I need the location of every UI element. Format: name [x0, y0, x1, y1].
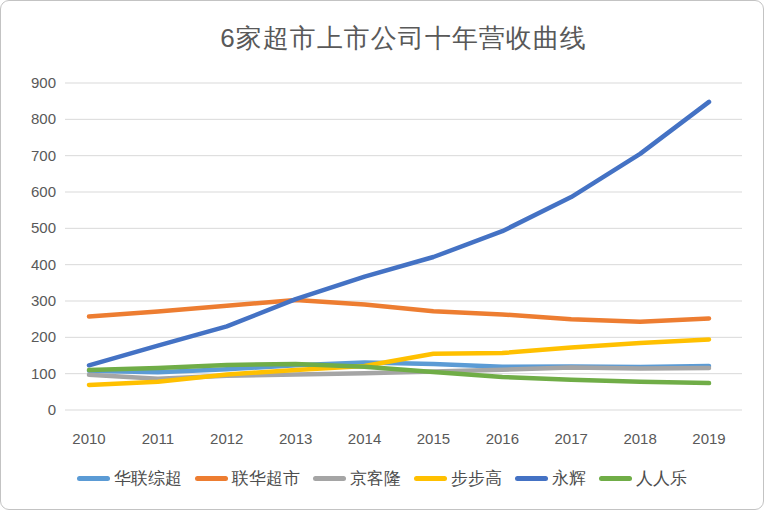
x-axis-tick-label: 2012 [210, 430, 243, 447]
x-axis-tick-label: 2013 [279, 430, 312, 447]
y-axis-tick-label: 600 [31, 183, 56, 200]
y-axis-tick-label: 800 [31, 110, 56, 127]
legend-swatch-icon [515, 476, 548, 481]
legend-item: 人人乐 [599, 467, 687, 490]
legend-swatch-icon [414, 476, 447, 481]
x-axis-tick-label: 2014 [348, 430, 381, 447]
y-axis-tick-label: 700 [31, 147, 56, 164]
x-axis-tick-label: 2015 [417, 430, 450, 447]
legend-swatch-icon [195, 476, 228, 481]
series-line [89, 102, 709, 365]
plot-area: 0 100 200 300 400 500 600 700 800 900 2010 2011 2012… [1, 1, 764, 510]
legend: 华联综超 联华超市 京客隆 步步高 永辉 人人乐 [1, 467, 763, 490]
legend-item: 联华超市 [195, 467, 300, 490]
legend-label: 步步高 [451, 467, 502, 490]
legend-item: 永辉 [515, 467, 586, 490]
y-axis-tick-label: 300 [31, 292, 56, 309]
x-axis-tick-label: 2011 [142, 430, 174, 447]
legend-item: 步步高 [414, 467, 502, 490]
y-axis-tick-label: 500 [31, 219, 56, 236]
legend-swatch-icon [77, 476, 110, 481]
y-axis-tick-label: 900 [31, 74, 56, 91]
y-axis-tick-label: 400 [31, 256, 56, 273]
legend-label: 永辉 [552, 467, 586, 490]
legend-label: 人人乐 [636, 467, 687, 490]
legend-item: 华联综超 [77, 467, 182, 490]
legend-label: 京客隆 [350, 467, 401, 490]
x-axis-tick-label: 2016 [486, 430, 519, 447]
x-axis-tick-label: 2018 [623, 430, 656, 447]
legend-item: 京客隆 [313, 467, 401, 490]
series-line [89, 300, 709, 322]
legend-swatch-icon [313, 476, 346, 481]
x-axis-tick-label: 2010 [72, 430, 105, 447]
y-axis-tick-label: 200 [31, 328, 56, 345]
x-axis-tick-label: 2019 [692, 430, 725, 447]
chart-window: 6家超市上市公司十年营收曲线 0100200300400500600700800… [0, 0, 764, 510]
legend-label: 联华超市 [232, 467, 300, 490]
legend-label: 华联综超 [114, 467, 182, 490]
legend-swatch-icon [599, 476, 632, 481]
y-axis-tick-label: 0 [48, 401, 56, 418]
y-axis-tick-label: 100 [31, 365, 56, 382]
x-axis-tick-label: 2017 [555, 430, 588, 447]
